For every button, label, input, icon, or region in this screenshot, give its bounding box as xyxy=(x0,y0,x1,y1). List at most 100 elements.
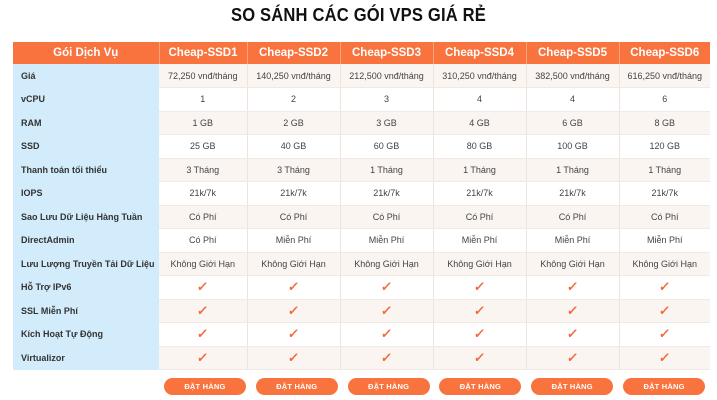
row-label: Giá xyxy=(13,64,159,88)
table-cell: 1 xyxy=(159,87,248,112)
check-icon: ✓ xyxy=(473,326,487,342)
table-cell: Miễn Phí xyxy=(526,228,620,253)
table-cell: 382,500 vnđ/tháng xyxy=(526,64,620,88)
row-label: SSL Miễn Phí xyxy=(13,299,159,323)
row-label: Kích Hoạt Tự Động xyxy=(13,322,159,346)
check-icon: ✓ xyxy=(473,279,487,295)
table-cell: 4 xyxy=(433,87,527,112)
plan-header-ssd3: Cheap-SSD3 xyxy=(340,42,434,64)
table-cell: ✓ xyxy=(619,322,710,347)
table-cell: 21k/7k xyxy=(340,181,434,206)
table-cell: ✓ xyxy=(526,275,620,300)
table-cell: Miễn Phí xyxy=(433,228,527,253)
table-cell: Có Phí xyxy=(433,205,527,229)
plan-header-ssd5: Cheap-SSD5 xyxy=(526,42,620,64)
table-cell: Miễn Phí xyxy=(247,228,341,253)
table-row: SSL Miễn Phí ✓ ✓ ✓ ✓ ✓ ✓ xyxy=(13,299,710,323)
table-cell: 3 GB xyxy=(340,111,434,135)
table-cell: 21k/7k xyxy=(526,181,620,206)
table-cell: Có Phí xyxy=(159,228,248,253)
table-cell: Miễn Phí xyxy=(340,228,434,253)
table-cell: ✓ xyxy=(619,299,710,323)
check-icon: ✓ xyxy=(287,349,301,365)
table-cell: Có Phí xyxy=(340,205,434,229)
check-icon: ✓ xyxy=(196,349,210,365)
check-icon: ✓ xyxy=(196,326,210,342)
check-icon: ✓ xyxy=(566,326,580,342)
table-cell: ✓ xyxy=(433,322,527,347)
table-cell: Có Phí xyxy=(526,205,620,229)
table-cell: 21k/7k xyxy=(247,181,341,206)
table-row: SSD 25 GB 40 GB 60 GB 80 GB 100 GB 120 GB xyxy=(13,134,710,159)
table-cell: Không Giới Hạn xyxy=(619,252,710,276)
table-cell: 21k/7k xyxy=(159,181,248,206)
table-cell: 2 GB xyxy=(247,111,341,135)
check-icon: ✓ xyxy=(658,279,672,295)
order-button-ssd4[interactable]: ĐẶT HÀNG xyxy=(439,378,522,395)
header-row: Gói Dịch Vụ Cheap-SSD1 Cheap-SSD2 Cheap-… xyxy=(13,42,710,64)
table-cell: Không Giới Hạn xyxy=(247,252,341,276)
table-row: vCPU 1 2 3 4 4 6 xyxy=(13,87,710,112)
page-title: SO SÁNH CÁC GÓI VPS GIÁ RẺ xyxy=(230,5,487,25)
table-cell: 100 GB xyxy=(526,134,620,159)
table-row: IOPS 21k/7k 21k/7k 21k/7k 21k/7k 21k/7k 21k/7k xyxy=(13,181,710,206)
table-cell: ✓ xyxy=(526,299,620,323)
check-icon: ✓ xyxy=(658,302,672,318)
order-button-ssd2[interactable]: ĐẶT HÀNG xyxy=(255,378,338,395)
table-cell: 40 GB xyxy=(247,134,341,159)
check-icon: ✓ xyxy=(566,302,580,318)
table-cell: 21k/7k xyxy=(619,181,710,206)
table-cell: ✓ xyxy=(247,275,341,300)
table-cell: ✓ xyxy=(340,322,434,347)
plan-header-ssd6: Cheap-SSD6 xyxy=(619,42,710,64)
table-cell: 1 Tháng xyxy=(526,158,620,182)
table-cell: 310,250 vnđ/tháng xyxy=(433,64,527,88)
table-cell: ✓ xyxy=(619,346,710,370)
table-cell: 80 GB xyxy=(433,134,527,159)
table-cell: Không Giới Hạn xyxy=(433,252,527,276)
order-button-ssd6[interactable]: ĐẶT HÀNG xyxy=(623,378,706,395)
table-cell: ✓ xyxy=(433,346,527,370)
table-cell: 3 Tháng xyxy=(159,158,248,182)
check-icon: ✓ xyxy=(566,279,580,295)
row-label: Lưu Lượng Truyền Tải Dữ Liệu xyxy=(13,252,159,276)
table-row: Kích Hoạt Tự Động ✓ ✓ ✓ ✓ ✓ ✓ xyxy=(13,322,710,347)
row-label: Virtualizor xyxy=(13,346,159,370)
table-row: Sao Lưu Dữ Liệu Hàng Tuần Có Phí Có Phí Có … xyxy=(13,205,710,229)
table-cell: ✓ xyxy=(159,346,248,370)
table-cell: Có Phí xyxy=(159,205,248,229)
plan-header-ssd1: Cheap-SSD1 xyxy=(159,42,248,64)
table-cell: Không Giới Hạn xyxy=(340,252,434,276)
check-icon: ✓ xyxy=(196,279,210,295)
table-cell: Có Phí xyxy=(619,205,710,229)
table-cell: 60 GB xyxy=(340,134,434,159)
table-cell: ✓ xyxy=(159,322,248,347)
table-cell: 3 xyxy=(340,87,434,112)
order-button-ssd1[interactable]: ĐẶT HÀNG xyxy=(163,378,246,395)
order-button-ssd5[interactable]: ĐẶT HÀNG xyxy=(531,378,614,395)
check-icon: ✓ xyxy=(287,279,301,295)
table-cell: ✓ xyxy=(433,299,527,323)
table-cell: 120 GB xyxy=(619,134,710,159)
plan-header-ssd2: Cheap-SSD2 xyxy=(247,42,341,64)
table-cell: ✓ xyxy=(159,299,248,323)
table-cell: 8 GB xyxy=(619,111,710,135)
table-cell: 1 Tháng xyxy=(340,158,434,182)
order-buttons-row: ĐẶT HÀNG ĐẶT HÀNG ĐẶT HÀNG ĐẶT HÀNG ĐẶT … xyxy=(159,378,710,395)
row-label: Hỗ Trợ IPv6 xyxy=(13,275,159,299)
vps-comparison-table: Gói Dịch Vụ Cheap-SSD1 Cheap-SSD2 Cheap-… xyxy=(13,42,710,370)
table-cell: ✓ xyxy=(340,275,434,300)
order-button-ssd3[interactable]: ĐẶT HÀNG xyxy=(347,378,430,395)
table-cell: ✓ xyxy=(433,275,527,300)
row-label: Thanh toán tối thiểu xyxy=(13,158,159,182)
row-label: RAM xyxy=(13,111,159,135)
table-cell: 616,250 vnđ/tháng xyxy=(619,64,710,88)
check-icon: ✓ xyxy=(196,302,210,318)
table-cell: 25 GB xyxy=(159,134,248,159)
row-label: SSD xyxy=(13,134,159,158)
table-cell: 1 Tháng xyxy=(433,158,527,182)
row-label: Sao Lưu Dữ Liệu Hàng Tuần xyxy=(13,205,159,229)
table-row: Virtualizor ✓ ✓ ✓ ✓ ✓ ✓ xyxy=(13,346,710,370)
table-cell: Miễn Phí xyxy=(619,228,710,253)
corner-header: Gói Dịch Vụ xyxy=(13,42,160,64)
